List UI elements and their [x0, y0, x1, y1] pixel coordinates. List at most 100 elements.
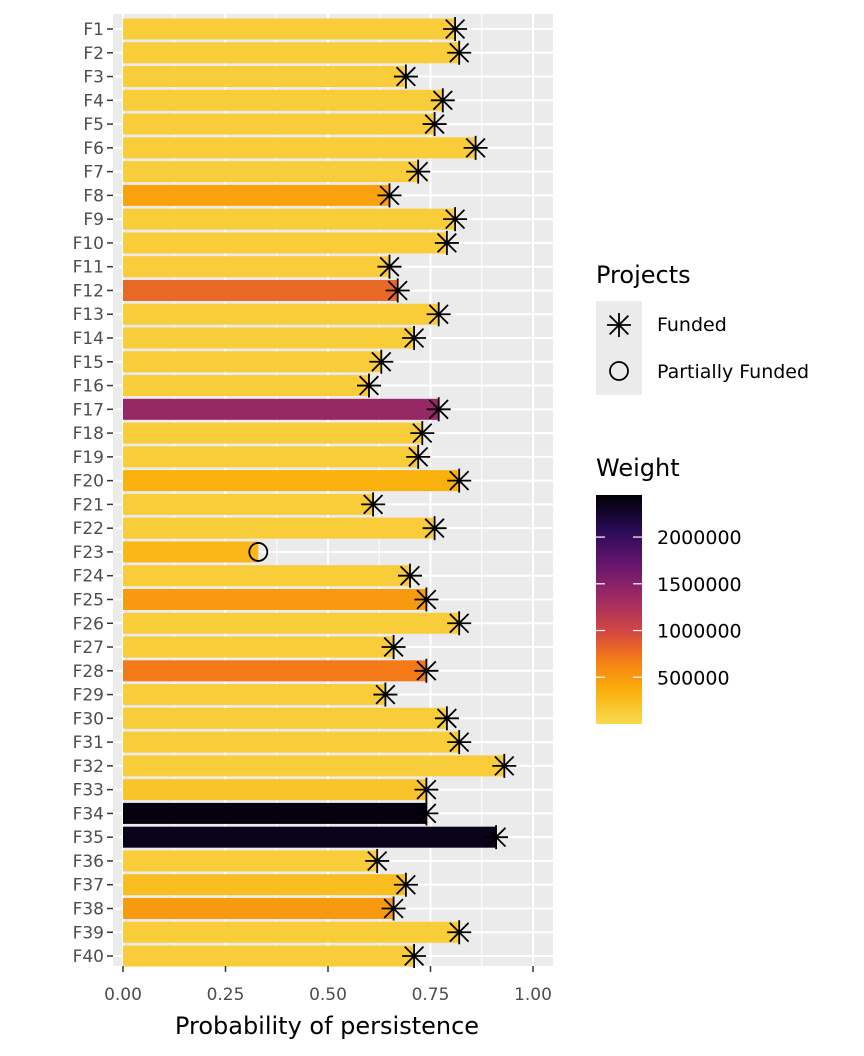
bar-F2: [123, 42, 460, 64]
y-tick-label: F21: [73, 495, 104, 515]
marker-partial-F23: [248, 542, 269, 562]
y-tick-label: F7: [83, 163, 104, 183]
marker-funded-F4: [430, 88, 455, 113]
y-tick-label: F18: [73, 424, 104, 444]
marker-funded-F2: [447, 40, 472, 65]
bar-F24: [123, 565, 410, 587]
bar-F39: [123, 921, 460, 943]
y-tick-label: F3: [83, 68, 104, 88]
marker-funded-F7: [406, 159, 431, 184]
bar-F35: [123, 826, 497, 848]
bar-F33: [123, 779, 427, 801]
x-tick-label: 0.00: [104, 985, 142, 1005]
colorbar-tick-label: 2000000: [657, 527, 742, 549]
bar-F34: [123, 802, 427, 824]
bar-F31: [123, 731, 460, 753]
x-tick-label: 0.25: [207, 985, 245, 1005]
bar-F30: [123, 707, 447, 729]
colorbar-ticks: 2000000 1500000 1000000 500000: [596, 527, 742, 689]
y-tick-label: F9: [83, 210, 104, 230]
marker-funded-F26: [447, 611, 472, 636]
bar-F29: [123, 684, 386, 706]
marker-funded-F16: [357, 373, 381, 398]
y-tick-label: F32: [73, 757, 104, 777]
bar-F3: [123, 66, 406, 88]
y-tick-label: F26: [73, 614, 104, 634]
y-tick-label: F31: [73, 733, 104, 753]
y-tick-label: F36: [73, 852, 104, 872]
bar-F36: [123, 850, 378, 872]
colorbar: [596, 495, 642, 724]
y-tick-label: F30: [73, 709, 104, 729]
y-tick-label: F17: [73, 400, 104, 420]
marker-funded-F38: [381, 896, 406, 921]
bar-F1: [123, 18, 456, 40]
y-tick-label: F5: [83, 115, 104, 135]
bar-F4: [123, 89, 443, 111]
legend-keys: [607, 313, 631, 381]
legend-weight: Weight 2000000 1500000 1000000 500000: [596, 454, 742, 724]
bar-F5: [123, 113, 435, 135]
bar-F27: [123, 636, 394, 658]
marker-funded-F12: [385, 278, 410, 303]
bar-F10: [123, 232, 447, 254]
y-tick-label: F14: [73, 329, 104, 349]
marker-funded-F33: [414, 777, 439, 802]
x-tick-label: 0.50: [309, 985, 347, 1005]
legend-projects-title: Projects: [596, 261, 691, 289]
bar-F19: [123, 446, 419, 468]
marker-funded-F8: [377, 183, 402, 208]
y-tick-label: F34: [73, 804, 104, 824]
y-tick-label: F11: [73, 258, 104, 278]
legend-key-funded: [607, 313, 631, 337]
marker-funded-F27: [381, 635, 406, 660]
marker-funded-F3: [393, 64, 418, 89]
y-tick-label: F27: [73, 638, 104, 658]
bar-F25: [123, 588, 427, 610]
bar-F37: [123, 874, 406, 896]
bar-F14: [123, 327, 415, 349]
marker-funded-F39: [447, 920, 472, 945]
y-tick-label: F1: [83, 20, 104, 40]
marker-funded-F11: [377, 254, 402, 279]
colorbar-tick-label: 1500000: [657, 574, 742, 596]
bar-F20: [123, 470, 460, 492]
bar-F6: [123, 137, 476, 159]
colorbar-tick-label: 500000: [657, 667, 730, 689]
bar-F22: [123, 517, 435, 539]
marker-funded-F1: [443, 17, 468, 41]
marker-funded-F14: [402, 326, 427, 351]
bar-F9: [123, 208, 456, 230]
bar-F40: [123, 945, 415, 967]
marker-funded-F22: [422, 516, 447, 541]
bar-F32: [123, 755, 505, 777]
bar-F12: [123, 279, 398, 301]
marker-funded-F15: [369, 349, 394, 374]
y-tick-label: F22: [73, 519, 104, 539]
y-axis: F1 F2 F3 F4 F5 F6 F7 F8 F9 F10 F11 F12 F13 F14 F15 F16 F…: [73, 20, 113, 967]
marker-funded-F36: [365, 848, 390, 873]
legend-weight-title: Weight: [596, 454, 680, 482]
marker-funded-F32: [492, 753, 517, 778]
marker-funded-F21: [361, 492, 386, 517]
y-tick-label: F29: [73, 686, 104, 706]
marker-funded-F5: [422, 112, 447, 137]
legend-projects-entry: Funded: [657, 314, 727, 336]
legend-projects-entry: Partially Funded: [657, 361, 809, 383]
x-axis-title: Probability of persistence: [175, 1012, 479, 1040]
marker-funded-F35: [484, 825, 509, 850]
y-tick-label: F19: [73, 448, 104, 468]
y-tick-label: F15: [73, 353, 104, 373]
bar-F7: [123, 161, 419, 183]
y-tick-label: F6: [83, 139, 104, 159]
legend-projects: Projects Funded Partially Funded: [596, 261, 809, 395]
y-tick-label: F38: [73, 899, 104, 919]
y-tick-label: F16: [73, 377, 104, 397]
markers: [248, 17, 517, 969]
marker-funded-F13: [426, 302, 451, 327]
y-tick-label: F37: [73, 876, 104, 896]
marker-funded-F17: [426, 397, 451, 422]
y-tick-label: F35: [73, 828, 104, 848]
x-tick-label: 1.00: [514, 985, 552, 1005]
